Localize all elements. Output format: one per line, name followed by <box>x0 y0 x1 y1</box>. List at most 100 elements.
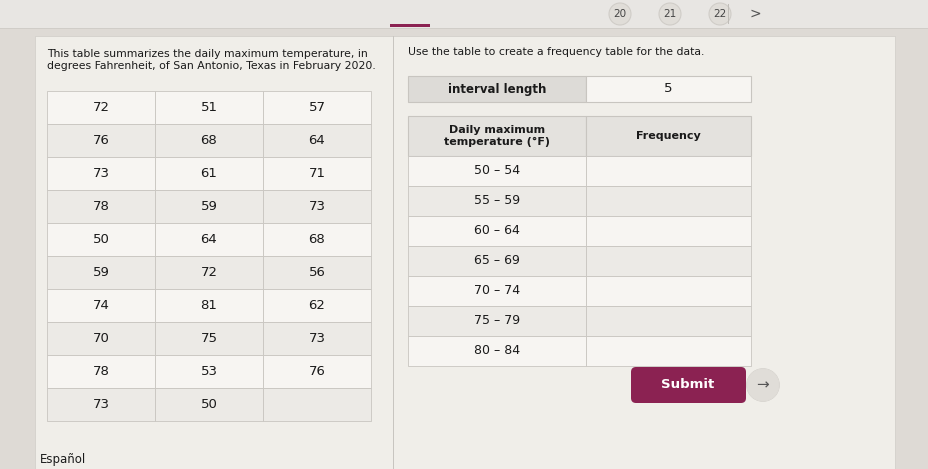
Circle shape <box>609 3 630 25</box>
Text: 51: 51 <box>200 101 217 114</box>
Bar <box>47 190 155 223</box>
Text: 73: 73 <box>93 167 110 180</box>
Bar <box>155 223 263 256</box>
Bar <box>47 157 155 190</box>
FancyBboxPatch shape <box>630 367 745 403</box>
Bar <box>155 157 263 190</box>
Bar <box>407 336 586 366</box>
Text: 73: 73 <box>308 332 325 345</box>
Bar <box>586 76 750 102</box>
Bar <box>586 116 750 156</box>
Text: 68: 68 <box>200 134 217 147</box>
Bar <box>407 116 586 156</box>
Bar <box>407 156 586 186</box>
Bar <box>263 322 370 355</box>
Bar <box>263 256 370 289</box>
Circle shape <box>708 3 730 25</box>
Text: This table summarizes the daily maximum temperature, in
degrees Fahrenheit, of S: This table summarizes the daily maximum … <box>47 49 375 71</box>
Bar <box>407 216 586 246</box>
Bar <box>47 289 155 322</box>
Bar <box>155 124 263 157</box>
Circle shape <box>746 369 779 401</box>
Text: 59: 59 <box>200 200 217 213</box>
Text: 64: 64 <box>200 233 217 246</box>
Bar <box>263 91 370 124</box>
Bar <box>586 306 750 336</box>
Bar <box>155 322 263 355</box>
Bar <box>155 91 263 124</box>
Bar <box>155 190 263 223</box>
Bar <box>263 124 370 157</box>
Bar <box>47 256 155 289</box>
Bar <box>0 0 928 28</box>
Text: 22: 22 <box>713 9 726 19</box>
Text: →: → <box>755 378 768 393</box>
Text: 76: 76 <box>308 365 325 378</box>
Text: Submit: Submit <box>661 378 714 392</box>
Text: 65 – 69: 65 – 69 <box>473 255 520 267</box>
Text: interval length: interval length <box>447 83 546 96</box>
Bar <box>47 91 155 124</box>
Bar <box>407 186 586 216</box>
Text: 64: 64 <box>308 134 325 147</box>
Bar <box>47 223 155 256</box>
Bar <box>0 28 928 30</box>
Text: 60 – 64: 60 – 64 <box>473 225 520 237</box>
Bar <box>263 388 370 421</box>
Bar <box>407 76 586 102</box>
Text: 78: 78 <box>93 200 110 213</box>
Bar <box>155 256 263 289</box>
Text: 70 – 74: 70 – 74 <box>473 285 520 297</box>
Bar <box>407 306 586 336</box>
Bar <box>47 388 155 421</box>
Text: 81: 81 <box>200 299 217 312</box>
Text: 21: 21 <box>663 9 676 19</box>
Bar <box>263 355 370 388</box>
Bar <box>155 388 263 421</box>
Text: Use the table to create a frequency table for the data.: Use the table to create a frequency tabl… <box>407 47 703 57</box>
Text: 70: 70 <box>93 332 110 345</box>
Bar <box>155 289 263 322</box>
Text: 53: 53 <box>200 365 217 378</box>
Text: 62: 62 <box>308 299 325 312</box>
Text: 72: 72 <box>93 101 110 114</box>
Text: 78: 78 <box>93 365 110 378</box>
Bar <box>586 336 750 366</box>
Text: 57: 57 <box>308 101 325 114</box>
Text: 55 – 59: 55 – 59 <box>473 195 520 207</box>
Bar <box>47 124 155 157</box>
Bar <box>586 186 750 216</box>
Text: 5: 5 <box>664 83 672 96</box>
Bar <box>263 289 370 322</box>
Text: 56: 56 <box>308 266 325 279</box>
Bar <box>586 246 750 276</box>
Bar <box>407 246 586 276</box>
Bar <box>586 216 750 246</box>
Text: 75 – 79: 75 – 79 <box>473 315 520 327</box>
Bar <box>407 276 586 306</box>
Bar <box>390 24 430 27</box>
Text: >: > <box>748 7 760 21</box>
Text: 76: 76 <box>93 134 110 147</box>
Bar <box>47 355 155 388</box>
Text: 68: 68 <box>308 233 325 246</box>
Text: Frequency: Frequency <box>636 131 700 141</box>
Bar <box>586 156 750 186</box>
Text: 71: 71 <box>308 167 325 180</box>
Bar <box>155 355 263 388</box>
Bar <box>263 190 370 223</box>
Text: 50: 50 <box>93 233 110 246</box>
Text: Español: Español <box>40 454 86 467</box>
Text: 74: 74 <box>93 299 110 312</box>
Text: 50: 50 <box>200 398 217 411</box>
Text: 72: 72 <box>200 266 217 279</box>
Text: 73: 73 <box>308 200 325 213</box>
Circle shape <box>658 3 680 25</box>
Text: 80 – 84: 80 – 84 <box>473 345 520 357</box>
Text: Daily maximum
temperature (°F): Daily maximum temperature (°F) <box>444 125 549 147</box>
Bar <box>47 322 155 355</box>
Text: 75: 75 <box>200 332 217 345</box>
Bar <box>263 223 370 256</box>
Text: 61: 61 <box>200 167 217 180</box>
Text: 50 – 54: 50 – 54 <box>473 165 520 177</box>
